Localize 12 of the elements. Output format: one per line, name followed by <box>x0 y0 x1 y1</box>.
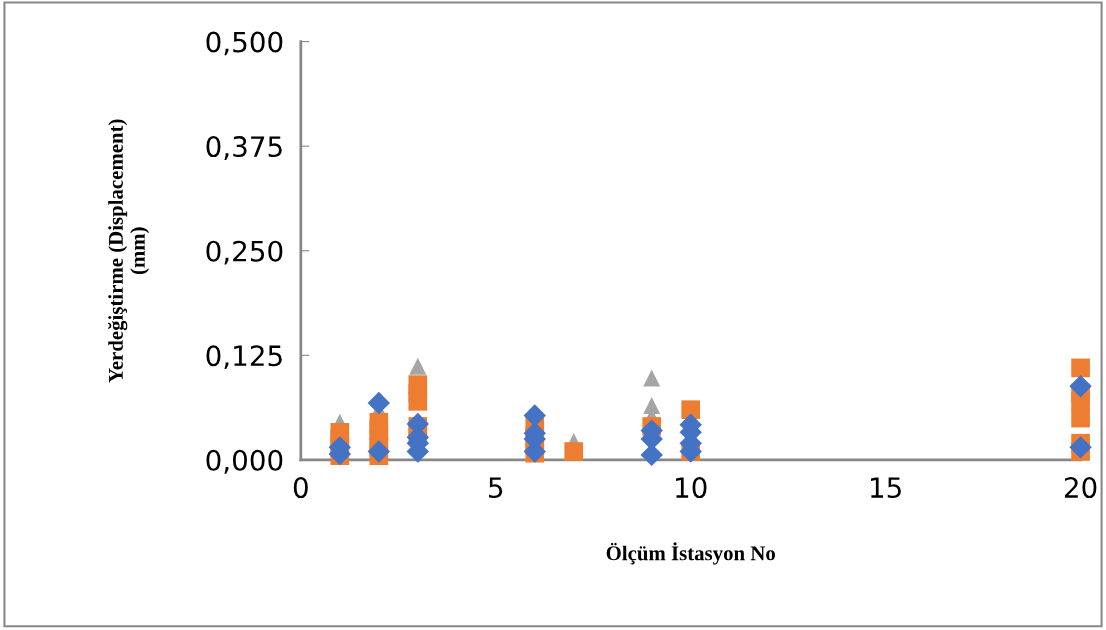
y-tick-label: 0,000 <box>206 449 283 474</box>
x-tick-label: 0 <box>293 477 308 499</box>
y-tick-label: 0,125 <box>206 345 282 370</box>
y-tick-label: 0,500 <box>206 31 283 56</box>
y-tick-label: 0,375 <box>206 136 282 160</box>
y-axis-title: Yerdeğiştirme (Displacement) (mm) <box>108 119 150 383</box>
x-tick-label: 10 <box>676 477 707 499</box>
y-tick-label: 0,250 <box>206 240 283 265</box>
x-axis-title: Ölçüm İstasyon No <box>606 542 775 565</box>
x-tick-label: 20 <box>1064 477 1097 499</box>
x-tick-label: 5 <box>489 477 503 499</box>
x-tick-label: 15 <box>871 477 901 499</box>
